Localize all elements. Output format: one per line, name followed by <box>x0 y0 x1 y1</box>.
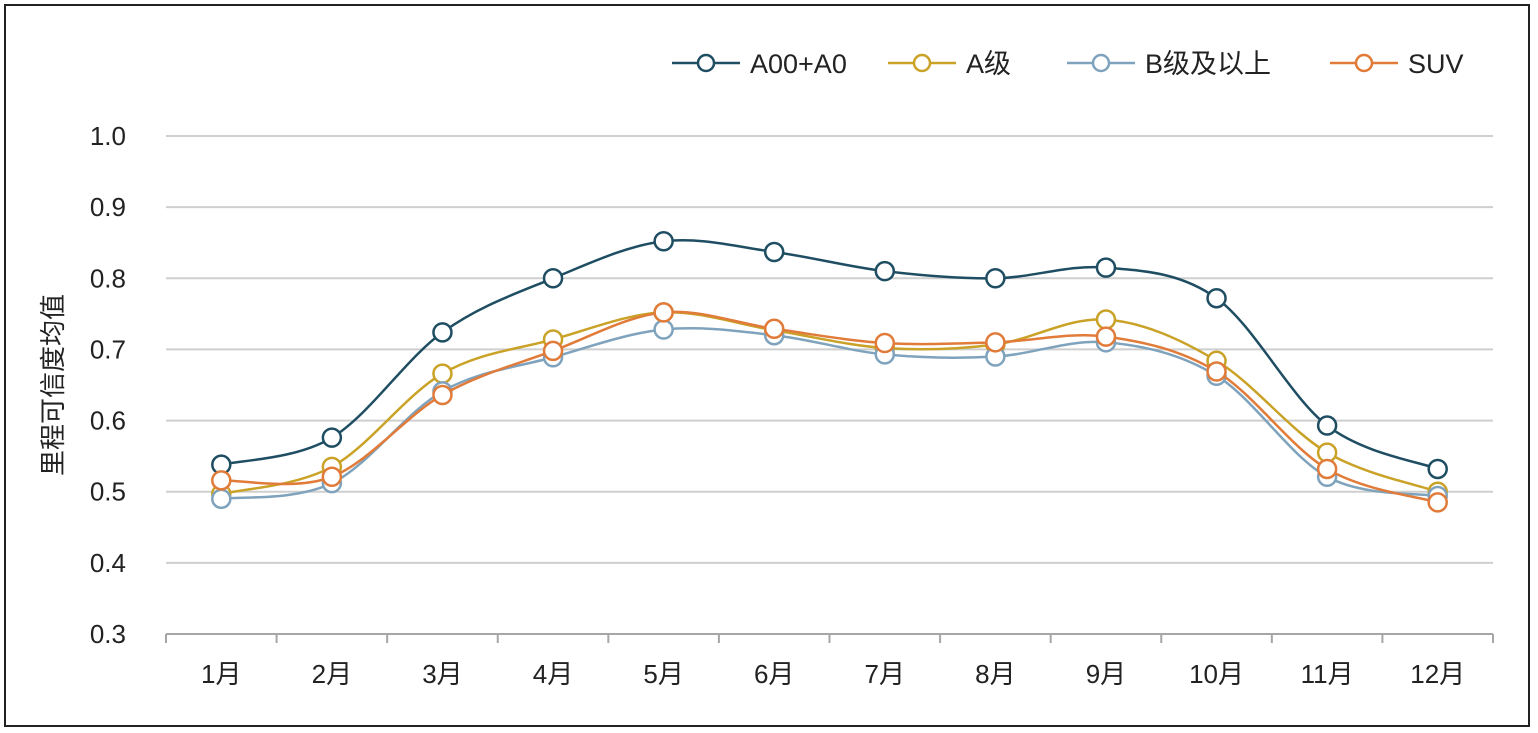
x-tick-label: 5月 <box>643 659 683 689</box>
x-axis <box>165 633 1494 643</box>
legend-label: A级 <box>966 49 1011 79</box>
legend-item: A级 <box>888 49 1011 79</box>
data-point <box>432 322 453 343</box>
data-point <box>763 318 785 340</box>
legend-label: SUV <box>1408 49 1464 79</box>
data-point <box>211 488 232 510</box>
series-line <box>220 311 1439 496</box>
x-tick-label: 11月 <box>1301 659 1354 689</box>
series-4 <box>211 302 1448 513</box>
legend-item: SUV <box>1330 49 1464 79</box>
series-line <box>221 327 1438 501</box>
data-point <box>321 427 343 448</box>
x-tick-label: 1月 <box>201 659 241 689</box>
y-tick-label: 0.4 <box>90 548 126 578</box>
series-line <box>221 310 1439 504</box>
series-line <box>220 238 1439 471</box>
x-tick-label: 10月 <box>1189 659 1244 689</box>
x-tick-label: 12月 <box>1410 659 1465 689</box>
data-point <box>1427 458 1448 480</box>
y-axis-label: 里程可信度均值 <box>39 294 69 476</box>
legend-swatch-marker <box>1354 53 1374 73</box>
series-group <box>211 231 1448 513</box>
legend: A00+A0 A级 B级及以上 SUV <box>672 49 1464 79</box>
x-tick-label: 3月 <box>422 659 462 689</box>
data-point <box>874 332 896 354</box>
x-tick-label: 4月 <box>533 659 573 689</box>
y-tick-label: 0.5 <box>90 477 126 507</box>
data-point <box>1427 492 1448 513</box>
legend-swatch-marker <box>912 53 932 73</box>
data-point <box>1316 415 1338 436</box>
y-tick-label: 1.0 <box>90 121 126 151</box>
x-tick-labels: 1月 2月 3月 4月 5月 6月 7月 8月 9月 10月 11月 12月 <box>201 659 1465 689</box>
y-tick-label: 0.3 <box>90 619 126 649</box>
x-tick-label: 2月 <box>312 659 352 689</box>
data-point <box>211 470 232 491</box>
data-point <box>653 319 674 340</box>
y-tick-label: 0.6 <box>90 406 126 436</box>
data-point <box>432 363 453 384</box>
data-point <box>1095 309 1117 330</box>
legend-label: A00+A0 <box>750 49 847 79</box>
data-point <box>542 340 564 362</box>
y-tick-labels: 1.0 0.9 0.8 0.7 0.6 0.5 0.4 0.3 <box>90 121 126 649</box>
data-point <box>1316 458 1338 480</box>
x-tick-label: 9月 <box>1086 659 1126 689</box>
x-tick-label: 7月 <box>865 659 905 689</box>
legend-item: A00+A0 <box>672 49 847 79</box>
y-tick-label: 0.7 <box>90 334 126 364</box>
data-point <box>763 241 785 263</box>
gridlines <box>166 135 1493 564</box>
data-point <box>321 466 343 488</box>
data-point <box>653 231 674 252</box>
y-tick-label: 0.8 <box>90 263 126 293</box>
series-1 <box>211 231 1448 480</box>
legend-label: B级及以上 <box>1145 49 1271 79</box>
data-point <box>985 268 1006 289</box>
x-tick-label: 6月 <box>754 659 794 689</box>
legend-swatch-marker <box>1091 53 1111 73</box>
data-point <box>432 384 453 406</box>
legend-swatch-marker <box>696 53 716 73</box>
series-2 <box>211 302 1448 505</box>
legend-item: B级及以上 <box>1067 49 1271 79</box>
data-point <box>874 260 896 282</box>
data-point <box>1206 361 1227 382</box>
data-point <box>653 302 674 323</box>
data-point <box>1095 326 1117 347</box>
data-point <box>1095 257 1117 278</box>
data-point <box>542 268 564 289</box>
x-tick-label: 8月 <box>975 659 1015 689</box>
y-tick-label: 0.9 <box>90 192 126 222</box>
data-point <box>1206 287 1227 309</box>
data-point <box>985 332 1006 353</box>
